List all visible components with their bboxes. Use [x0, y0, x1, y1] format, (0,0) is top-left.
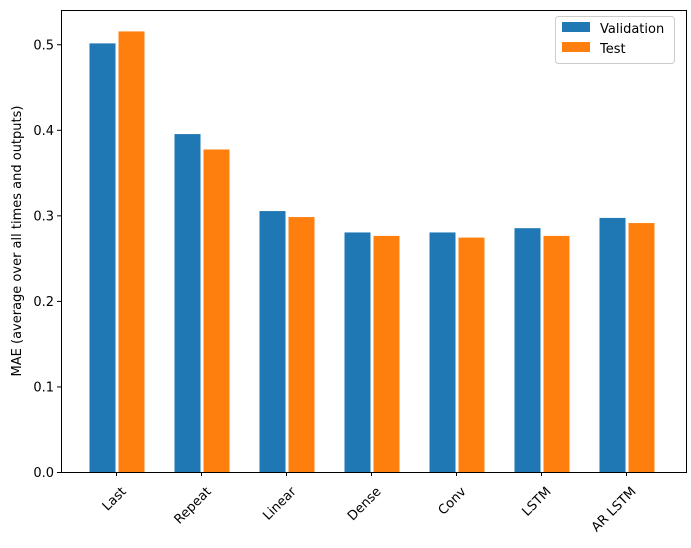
bar-validation-linear: [259, 211, 286, 472]
y-axis-label: MAE (average over all times and outputs): [10, 106, 25, 377]
bar-test-conv: [458, 237, 485, 472]
x-tick-label: Conv: [436, 484, 470, 518]
bar-test-linear: [288, 217, 315, 472]
legend-swatch-validation: [562, 22, 590, 32]
y-tick-label: 0.4: [33, 124, 54, 139]
bar-test-last: [118, 31, 145, 472]
legend: Validation Test: [555, 16, 675, 64]
bar-test-lstm: [543, 235, 570, 472]
bar-validation-last: [89, 43, 116, 472]
y-tick-label: 0.5: [33, 38, 54, 53]
x-tick-label: AR LSTM: [589, 484, 640, 535]
y-tick-label: 0.0: [33, 466, 54, 481]
plot-frame: [61, 10, 687, 473]
x-tick-label: Last: [100, 484, 130, 514]
bar-validation-dense: [344, 232, 371, 472]
x-tick-label: Dense: [345, 484, 385, 524]
bar-test-ar-lstm: [628, 223, 655, 472]
y-tick-label: 0.2: [33, 295, 54, 310]
bar-validation-repeat: [174, 134, 201, 472]
bar-test-repeat: [203, 149, 230, 472]
x-tick-label: Linear: [260, 484, 300, 524]
x-tick-label: Repeat: [172, 484, 215, 527]
bar-validation-lstm: [514, 228, 541, 472]
legend-swatch-test: [562, 42, 590, 52]
y-tick-label: 0.1: [33, 380, 54, 395]
legend-label-test: Test: [599, 42, 626, 57]
bar-validation-ar-lstm: [599, 217, 626, 472]
y-tick-label: 0.3: [33, 209, 54, 224]
legend-label-validation: Validation: [600, 22, 664, 37]
x-tick-label: LSTM: [519, 484, 554, 519]
bar-validation-conv: [429, 232, 456, 472]
bar-test-dense: [373, 235, 400, 472]
